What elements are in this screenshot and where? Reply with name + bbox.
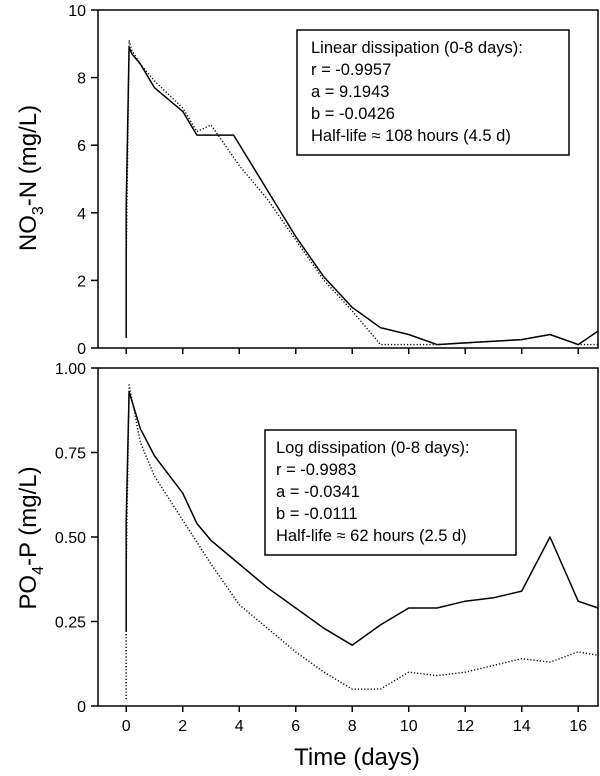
no3-annotation-line: b = -0.0426 <box>311 105 395 123</box>
po4-x-tick-label: 4 <box>235 718 244 735</box>
po4-x-ticks: 0 2 4 6 8 10 12 14 16 <box>122 706 587 735</box>
no3-annotation-line: Linear dissipation (0-8 days): <box>311 39 523 57</box>
no3-y-tick-label: 4 <box>77 206 86 223</box>
no3-y-tick-label: 0 <box>77 341 86 358</box>
po4-x-tick-label: 14 <box>513 718 531 735</box>
no3-annotation-line: r = -0.9957 <box>311 61 391 79</box>
po4-y-tick-label: 0.50 <box>55 530 86 547</box>
po4-annotation-line: b = -0.0111 <box>276 505 358 523</box>
po4-annotation-line: r = -0.9983 <box>276 461 356 479</box>
po4-x-tick-label: 0 <box>122 718 131 735</box>
no3-annotation-box: Linear dissipation (0-8 days): r = -0.99… <box>296 29 570 156</box>
po4-dotted-series-line <box>125 384 599 700</box>
po4-x-tick-label: 12 <box>456 718 474 735</box>
po4-y-tick-label: 0.25 <box>55 615 86 632</box>
po4-x-tick-label: 10 <box>400 718 418 735</box>
no3-y-ticks: 0 2 4 6 8 10 <box>68 3 98 358</box>
po4-x-tick-label: 2 <box>178 718 187 735</box>
no3-annotation-line: Half-life ≈ 108 hours (4.5 d) <box>311 127 511 145</box>
po4-annotation-box: Log dissipation (0-8 days): r = -0.9983 … <box>264 429 517 556</box>
no3-y-axis-label: NO3-N (mg/L) <box>15 105 47 251</box>
po4-x-tick-label: 8 <box>348 718 357 735</box>
po4-series <box>125 384 599 700</box>
po4-y-ticks: 0 0.25 0.50 0.75 1.00 <box>55 361 98 716</box>
po4-x-tick-label: 16 <box>569 718 587 735</box>
po4-y-tick-label: 0.75 <box>55 446 86 463</box>
no3-y-tick-label: 10 <box>68 3 86 20</box>
no3-y-tick-label: 6 <box>77 138 86 155</box>
no3-annotation-line: a = 9.1943 <box>311 83 389 101</box>
po4-y-tick-label: 0 <box>77 699 86 716</box>
no3-solid-series-line <box>125 46 599 346</box>
po4-x-tick-label: 6 <box>291 718 300 735</box>
po4-annotation-frame <box>264 429 517 556</box>
no3-y-tick-label: 2 <box>77 273 86 290</box>
no3-series <box>125 39 599 346</box>
po4-solid-series-line <box>125 390 599 646</box>
po4-annotation-line: Log dissipation (0-8 days): <box>276 439 470 457</box>
no3-panel: 0 2 4 6 8 10 NO3-N (mg/L) Linear dissipation … <box>15 3 599 358</box>
po4-y-tick-label: 1.00 <box>55 361 86 378</box>
po4-annotation-line: a = -0.0341 <box>276 483 360 501</box>
po4-y-axis-label: PO4-P (mg/L) <box>15 466 47 609</box>
no3-plot-frame <box>97 9 599 349</box>
po4-panel: 0 0.25 0.50 0.75 1.00 0 2 4 6 8 10 12 14 16 PO4-P (m… <box>15 361 599 771</box>
x-axis-label: Time (days) <box>294 744 420 771</box>
no3-annotation-frame <box>296 29 570 156</box>
no3-y-tick-label: 8 <box>77 71 86 88</box>
po4-annotation-line: Half-life ≈ 62 hours (2.5 d) <box>276 527 467 545</box>
